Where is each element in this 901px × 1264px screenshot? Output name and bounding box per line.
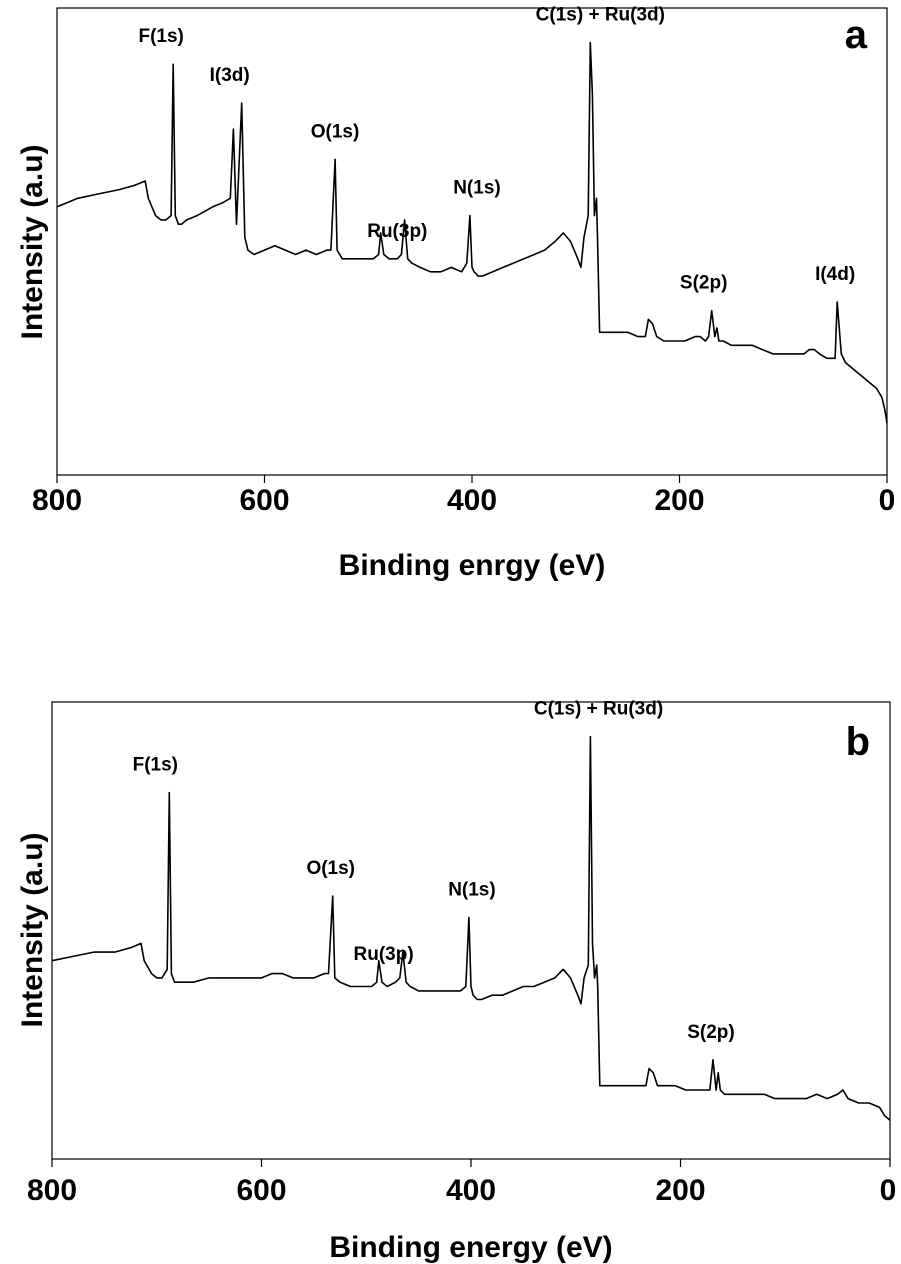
x-axis-title: Binding energy (eV) <box>329 1231 612 1264</box>
peak-label: F(1s) <box>133 755 178 776</box>
x-tick-label: 800 <box>27 1174 77 1207</box>
peak-label: N(1s) <box>453 178 501 199</box>
panel-letter: b <box>846 720 870 764</box>
peak-label: F(1s) <box>138 26 183 47</box>
y-axis-title: Intensity (a.u) <box>16 832 49 1027</box>
peak-label: Ru(3p) <box>367 221 427 242</box>
panel-b: 800 600 400 200 0 Binding energy (eV) Intensit… <box>16 698 896 1264</box>
panel-letter: a <box>845 13 868 57</box>
peak-label: C(1s) + Ru(3d) <box>536 5 665 26</box>
peak-label: S(2p) <box>687 1022 735 1043</box>
plot-frame <box>56 7 888 476</box>
x-tick-label: 600 <box>239 484 289 517</box>
x-tick-label: 0 <box>880 1174 897 1207</box>
spectrum-line <box>51 735 891 1121</box>
panel-a: 800 600 400 200 0 Binding enrgy (eV) Intensity… <box>16 5 895 582</box>
x-tick-label: 400 <box>447 484 497 517</box>
x-tick-label: 400 <box>446 1174 496 1207</box>
peak-label: N(1s) <box>448 880 496 901</box>
x-tick-label: 200 <box>655 1174 705 1207</box>
x-tick-label: 800 <box>32 484 82 517</box>
x-axis-title: Binding enrgy (eV) <box>339 549 606 582</box>
peak-label: Ru(3p) <box>354 944 414 965</box>
x-tick-label: 0 <box>879 484 896 517</box>
peak-label: I(3d) <box>210 65 250 86</box>
peak-label: C(1s) + Ru(3d) <box>534 698 663 719</box>
y-axis-title: Intensity (a.u) <box>16 144 49 339</box>
x-tick-label: 200 <box>654 484 704 517</box>
peak-label: O(1s) <box>311 121 360 142</box>
peak-label: S(2p) <box>680 273 728 294</box>
spectrum-line <box>56 41 888 424</box>
peak-label: I(4d) <box>815 264 855 285</box>
peak-label: O(1s) <box>306 858 355 879</box>
x-tick-label: 600 <box>236 1174 286 1207</box>
